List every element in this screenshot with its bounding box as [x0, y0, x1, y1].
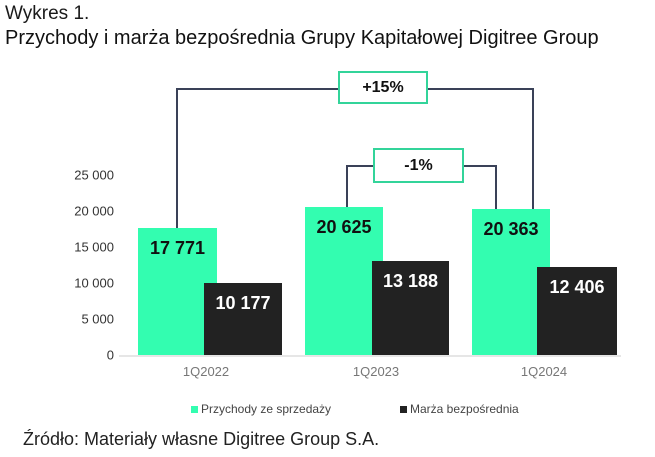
annotation-label: -1% [404, 156, 433, 174]
y-tick: 25 000 [74, 167, 114, 183]
bar-value-label: 20 363 [483, 219, 539, 239]
connector-line [346, 165, 348, 208]
bar-value-label: 20 625 [316, 217, 372, 237]
annotation-label: +15% [362, 78, 404, 96]
bar-margin-1q2022: 10 177 [204, 283, 282, 355]
legend-swatch-icon [191, 405, 198, 413]
chart-title: Przychody i marża bezpośrednia Grupy Kap… [5, 27, 599, 49]
x-tick: 1Q2024 [520, 364, 568, 379]
y-tick: 20 000 [74, 203, 114, 219]
bar-value-label: 12 406 [549, 277, 605, 297]
legend-item-revenue: Przychody ze sprzedaży [191, 402, 331, 416]
connector-line [495, 165, 497, 209]
connector-line [532, 88, 534, 209]
legend-swatch-icon [400, 405, 407, 413]
legend-label: Przychody ze sprzedaży [201, 402, 332, 416]
bar-value-label: 10 177 [215, 293, 271, 313]
annotation-plus-15: +15% [338, 71, 428, 104]
bar-revenue-1q2022: 17 771 [138, 228, 217, 355]
x-axis-line [119, 355, 621, 357]
y-tick: 15 000 [74, 239, 114, 255]
x-tick: 1Q2023 [352, 364, 400, 379]
legend-label: Marża bezpośrednia [410, 402, 519, 416]
bar-margin-1q2024: 12 406 [537, 267, 617, 355]
bar-value-label: 17 771 [149, 238, 206, 258]
legend-item-margin: Marża bezpośrednia [400, 402, 519, 416]
bar-revenue-1q2023: 20 625 [305, 207, 383, 355]
y-tick: 5 000 [81, 311, 114, 327]
annotation-minus-1: -1% [373, 148, 464, 183]
chart-subtitle: Wykres 1. [5, 3, 90, 24]
connector-line [176, 88, 178, 229]
source-note: Źródło: Materiały własne Digitree Group … [23, 429, 380, 449]
x-tick: 1Q2022 [182, 364, 230, 379]
y-tick: 0 [106, 347, 114, 363]
bar-margin-1q2023: 13 188 [372, 261, 449, 355]
bar-value-label: 13 188 [382, 271, 439, 291]
y-tick: 10 000 [74, 275, 114, 291]
